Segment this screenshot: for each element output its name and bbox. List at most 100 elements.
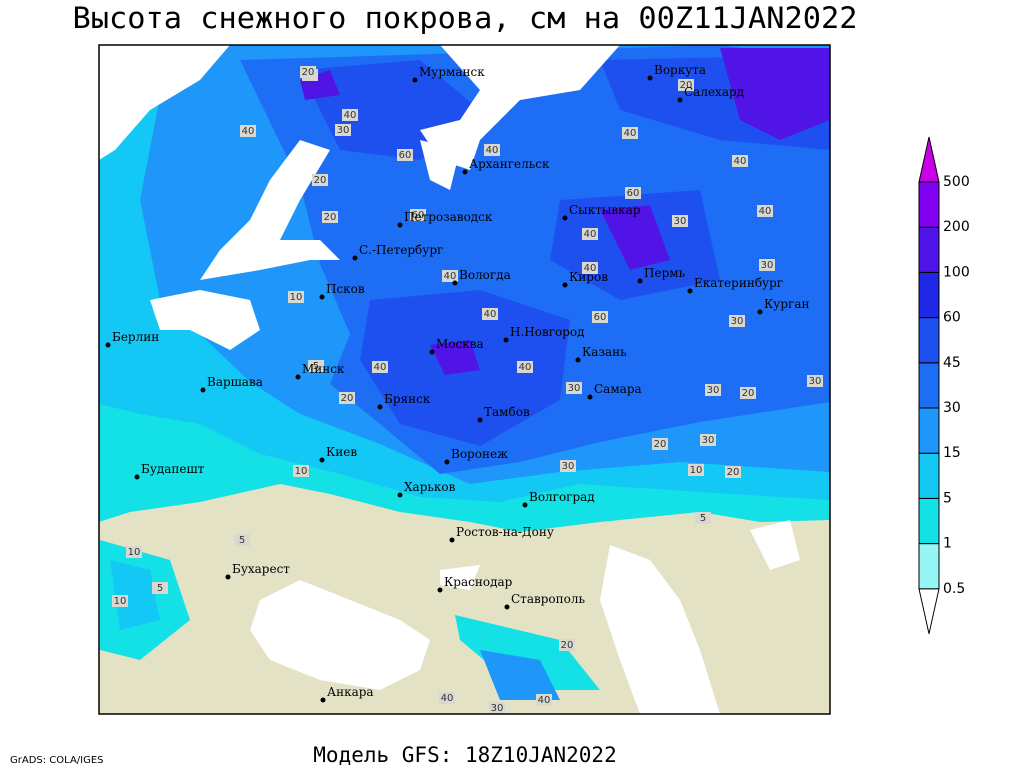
- contour-label-text: 20: [680, 80, 693, 91]
- contour-label: 20: [300, 66, 316, 78]
- city-dot: [562, 215, 568, 221]
- city-label: Киров: [569, 270, 608, 284]
- map-frame: [98, 44, 831, 715]
- contour-label-bg: [300, 66, 316, 78]
- contour-label-text: 5: [700, 513, 706, 524]
- contour-label-text: 40: [584, 229, 597, 240]
- contour-label-text: 30: [707, 385, 720, 396]
- city-dot: [429, 349, 435, 355]
- contour-label: 30: [807, 375, 823, 387]
- contour-label: 10: [126, 546, 142, 558]
- contour-label-bg: [622, 127, 638, 139]
- contour-label: 40: [442, 270, 458, 282]
- contour-label: 20: [339, 392, 355, 404]
- contour-label: 30: [566, 382, 582, 394]
- contour-label-bg: [293, 465, 309, 477]
- contour-label-bg: [652, 438, 668, 450]
- contour-label-bg: [335, 124, 351, 136]
- contour-label-text: 20: [742, 388, 755, 399]
- contour-label-bg: [482, 308, 498, 320]
- contour-label: 40: [484, 144, 500, 156]
- legend-box: [918, 452, 940, 499]
- contour-label-text: 10: [295, 466, 308, 477]
- city-label: Салехард: [684, 85, 744, 99]
- city-label: Екатеринбург: [694, 276, 783, 290]
- contour-label-bg: [339, 392, 355, 404]
- contour-label-text: 20: [561, 640, 574, 651]
- contour-label-text: 20: [314, 175, 327, 186]
- contour-label: 60: [592, 311, 608, 323]
- contour-label: 40: [342, 109, 358, 121]
- legend-box: [918, 543, 940, 590]
- contour-label-text: 30: [809, 376, 822, 387]
- contour-label-bg: [312, 174, 328, 186]
- contour-label-bg: [484, 144, 500, 156]
- legend-level-label: 200: [943, 219, 970, 235]
- legend-box: [918, 407, 940, 454]
- city-label: Будапешт: [141, 462, 205, 476]
- contour-label-text: 30: [568, 383, 581, 394]
- contour-label-text: 30: [702, 435, 715, 446]
- contour-label: 5: [152, 582, 168, 594]
- legend-level-label: 15: [943, 445, 961, 461]
- city-label: Варшава: [207, 375, 263, 389]
- city-dot: [437, 587, 443, 593]
- city-label: Петрозаводск: [404, 210, 493, 224]
- contour-label-text: 40: [441, 693, 454, 704]
- city-label: Мурманск: [419, 65, 485, 79]
- contour-label-bg: [517, 361, 533, 373]
- contour-label: 60: [625, 187, 641, 199]
- contour-label-text: 20: [341, 393, 354, 404]
- contour-label-bg: [308, 360, 324, 372]
- contour-label-bg: [582, 262, 598, 274]
- city-dot: [105, 342, 111, 348]
- city-dot: [397, 492, 403, 498]
- contour-label-text: 30: [562, 461, 575, 472]
- sea: [99, 45, 800, 714]
- contour-label-text: 20: [324, 212, 337, 223]
- legend-level-label: 0.5: [943, 581, 965, 597]
- city-label: Берлин: [112, 330, 159, 344]
- contour-label-text: 30: [337, 125, 350, 136]
- contour-label-text: 40: [374, 362, 387, 373]
- contour-label-bg: [757, 205, 773, 217]
- contour-label-text: 40: [444, 271, 457, 282]
- contour-label-text: 40: [624, 128, 637, 139]
- contour-label-bg: [732, 155, 748, 167]
- city-dot: [397, 222, 403, 228]
- contour-label-text: 40: [734, 156, 747, 167]
- contour-label-bg: [322, 211, 338, 223]
- contour-label-bg: [582, 228, 598, 240]
- city-dot: [757, 309, 763, 315]
- city-dot: [647, 75, 653, 81]
- contour-label: 30: [759, 259, 775, 271]
- city-label: Краснодар: [444, 575, 513, 589]
- contour-label: 20: [322, 211, 338, 223]
- city-label: Тамбов: [484, 405, 530, 419]
- contour-label-bg: [397, 149, 413, 161]
- contour-label-bg: [442, 270, 458, 282]
- city-label: Архангельск: [469, 157, 550, 171]
- city-label: Брянск: [384, 392, 431, 406]
- contour-label-text: 20: [302, 67, 315, 78]
- contour-label: 10: [288, 291, 304, 303]
- city-dot: [677, 97, 683, 103]
- contour-label-bg: [240, 125, 256, 137]
- city-label: Бухарест: [232, 562, 290, 576]
- city-dot: [477, 417, 483, 423]
- contour-label: 20: [678, 79, 694, 91]
- contour-label: 40: [732, 155, 748, 167]
- city-label: Воронеж: [451, 447, 508, 461]
- contour-label-text: 30: [731, 316, 744, 327]
- contour-label: 5: [695, 512, 711, 524]
- contour-label-text: 40: [484, 309, 497, 320]
- contour-label: 40: [240, 125, 256, 137]
- city-dot: [225, 574, 231, 580]
- contour-label: 30: [672, 215, 688, 227]
- contour-label-bg: [688, 464, 704, 476]
- contour-label: 40: [517, 361, 533, 373]
- contour-label-bg: [729, 315, 745, 327]
- contour-label-text: 5: [239, 535, 245, 546]
- contour-label-bg: [152, 582, 168, 594]
- contour-label: 20: [740, 387, 756, 399]
